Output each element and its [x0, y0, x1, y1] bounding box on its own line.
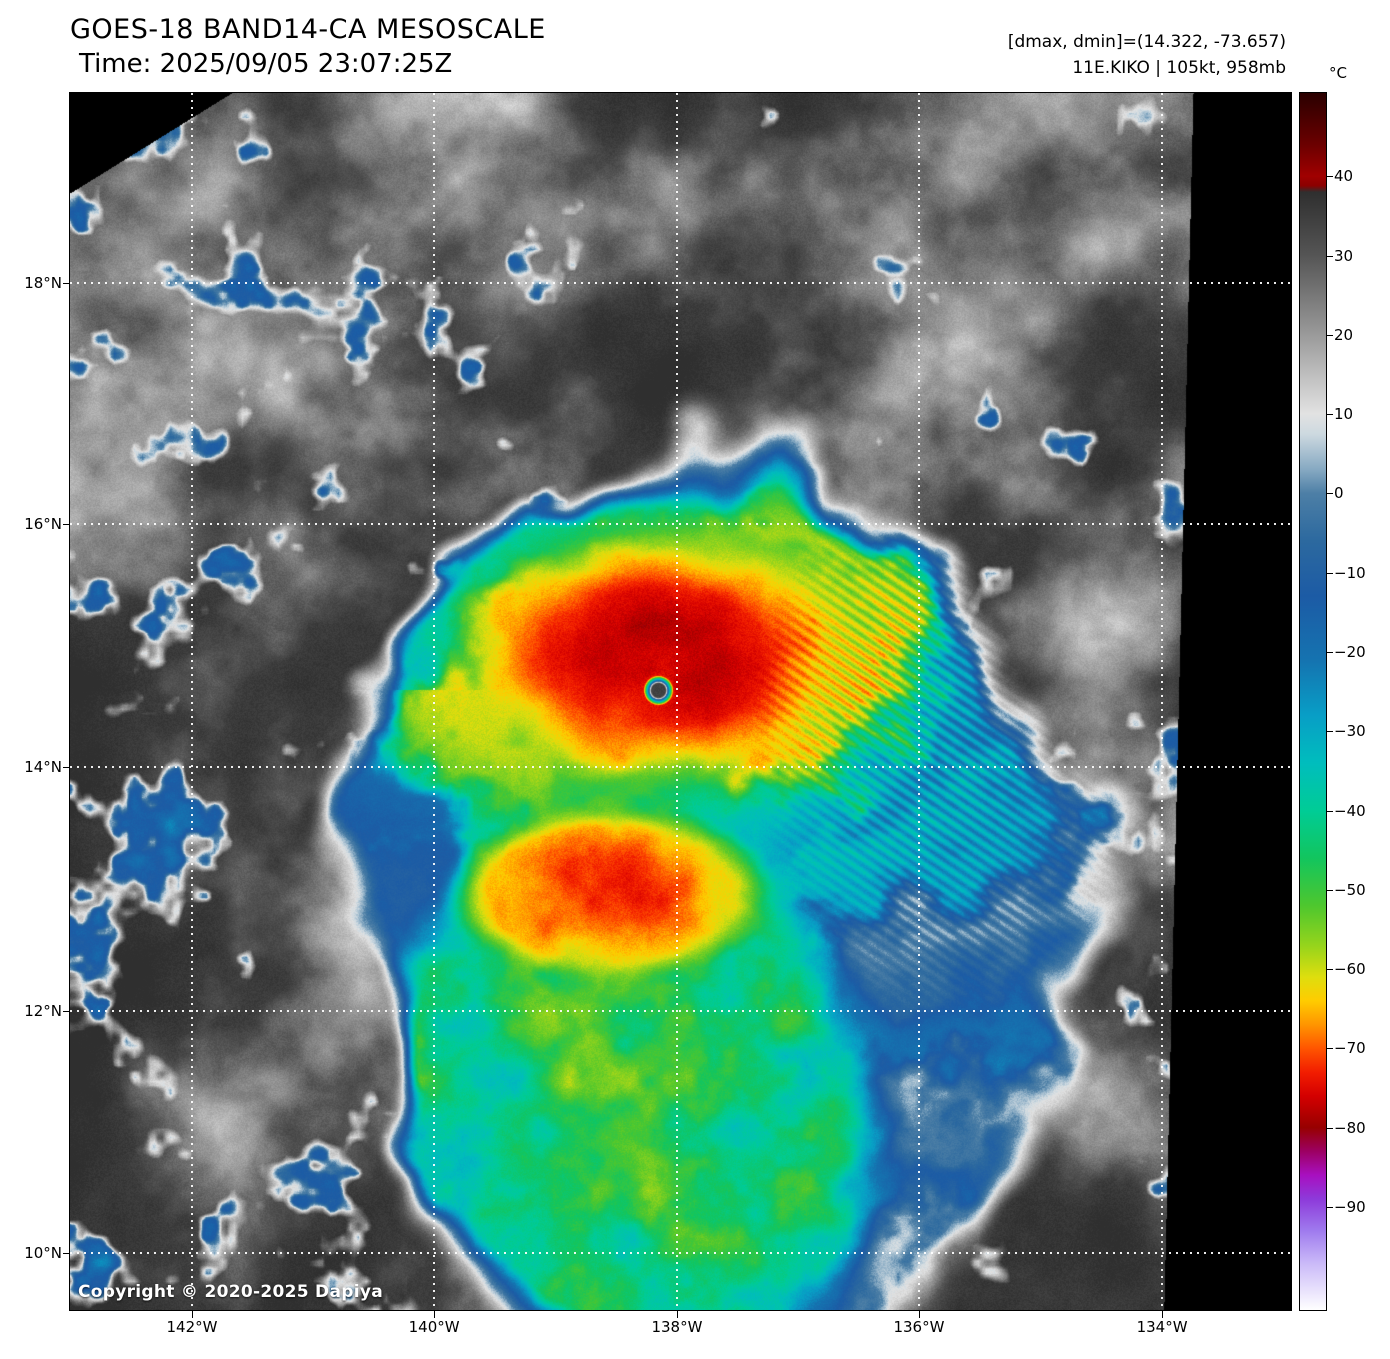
colorbar-tick-label: 10	[1334, 405, 1354, 424]
gridline-longitude	[433, 93, 436, 1310]
satellite-image	[70, 93, 1291, 1310]
colorbar-tickmark	[1327, 1127, 1333, 1129]
lat-tickmark	[63, 766, 70, 768]
lat-tick-label: 16°N	[24, 515, 62, 534]
colorbar-tick-label: −60	[1334, 960, 1366, 979]
colorbar-tickmark	[1327, 414, 1333, 416]
colorbar-tickmark	[1327, 493, 1333, 495]
lat-tickmark	[63, 282, 70, 284]
colorbar-tick-label: −40	[1334, 801, 1366, 820]
colorbar-tickmark	[1327, 889, 1333, 891]
storm-id-line: 11E.KIKO | 105kt, 958mb	[1072, 57, 1286, 78]
lon-tickmark	[1162, 1311, 1164, 1318]
lat-tick-label: 18°N	[24, 273, 62, 292]
colorbar-unit-label: °C	[1329, 64, 1347, 82]
colorbar-tickmark	[1327, 1048, 1333, 1050]
colorbar	[1299, 92, 1327, 1311]
gridline-latitude	[70, 765, 1291, 768]
colorbar-tick-label: −70	[1334, 1039, 1366, 1058]
colorbar-tick-label: 30	[1334, 246, 1354, 265]
lon-tick-label: 138°W	[651, 1318, 703, 1336]
lon-tickmark	[918, 1311, 920, 1318]
figure-time: Time: 2025/09/05 23:07:25Z	[79, 49, 453, 79]
gridline-longitude	[675, 93, 678, 1310]
lon-tick-label: 134°W	[1136, 1318, 1188, 1336]
gridline-latitude	[70, 281, 1291, 284]
gridline-longitude	[917, 93, 920, 1310]
colorbar-tick-label: −30	[1334, 722, 1366, 741]
colorbar-tick-label: 40	[1334, 167, 1354, 186]
lon-tickmark	[434, 1311, 436, 1318]
lon-tickmark	[191, 1311, 193, 1318]
storm-info-block: [dmax, dmin]=(14.322, -73.657) 11E.KIKO …	[1008, 30, 1286, 81]
colorbar-tickmark	[1327, 810, 1333, 812]
colorbar-tickmark	[1327, 176, 1333, 178]
gridline-latitude	[70, 1009, 1291, 1012]
gridline-longitude	[190, 93, 193, 1310]
figure-title: GOES-18 BAND14-CA MESOSCALE	[70, 14, 546, 45]
colorbar-tickmark	[1327, 651, 1333, 653]
dmax-dmin-line: [dmax, dmin]=(14.322, -73.657)	[1007, 32, 1286, 52]
map-plot: Copyright © 2020-2025 Dapiya	[69, 92, 1292, 1311]
lon-tick-label: 136°W	[893, 1318, 945, 1336]
gridline-latitude	[70, 523, 1291, 526]
colorbar-tickmark	[1327, 731, 1333, 733]
colorbar-tick-label: 20	[1334, 325, 1354, 344]
copyright-text: Copyright © 2020-2025 Dapiya	[78, 1282, 383, 1302]
lon-tick-label: 142°W	[166, 1318, 218, 1336]
lat-tick-label: 10°N	[24, 1244, 62, 1263]
colorbar-tickmark	[1327, 334, 1333, 336]
lat-tickmark	[63, 524, 70, 526]
gridline-latitude	[70, 1252, 1291, 1255]
colorbar-tickmark	[1327, 1206, 1333, 1208]
colorbar-tick-label: −10	[1334, 563, 1366, 582]
lon-tick-label: 140°W	[408, 1318, 460, 1336]
colorbar-tick-label: −20	[1334, 642, 1366, 661]
lat-tick-label: 12°N	[24, 1001, 62, 1020]
colorbar-tick-label: 0	[1334, 484, 1344, 503]
colorbar-tick-label: −50	[1334, 880, 1366, 899]
colorbar-tick-label: −80	[1334, 1118, 1366, 1137]
lat-tick-label: 14°N	[24, 757, 62, 776]
gridline-longitude	[1161, 93, 1164, 1310]
colorbar-tickmark	[1327, 255, 1333, 257]
lat-tickmark	[63, 1253, 70, 1255]
colorbar-tickmark	[1327, 969, 1333, 971]
lat-tickmark	[63, 1010, 70, 1012]
colorbar-tickmark	[1327, 572, 1333, 574]
colorbar-tick-label: −90	[1334, 1197, 1366, 1216]
lon-tickmark	[676, 1311, 678, 1318]
